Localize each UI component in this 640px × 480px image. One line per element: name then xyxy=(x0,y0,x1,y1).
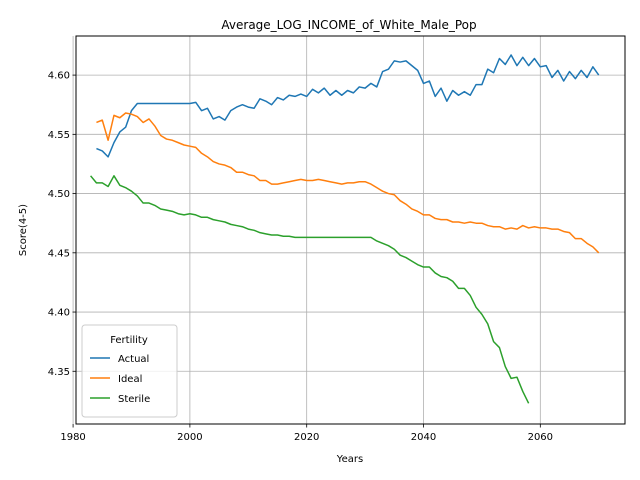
x-tick-label: 2020 xyxy=(294,432,319,443)
legend: Fertility Actual Ideal Sterile xyxy=(81,324,178,418)
y-tick-label: 4.60 xyxy=(48,71,70,82)
x-tick-label: 2060 xyxy=(528,432,553,443)
plot-frame xyxy=(75,35,626,425)
grid xyxy=(72,36,625,424)
x-tick-label: 2040 xyxy=(411,432,436,443)
series-lines xyxy=(90,54,600,404)
legend-box xyxy=(81,324,178,418)
y-axis-label: Score(4-5) xyxy=(18,204,29,256)
chart-title: Average_LOG_INCOME_of_White_Male_Pop xyxy=(221,18,476,32)
y-tick-label: 4.55 xyxy=(48,130,70,141)
series-line-ideal xyxy=(96,112,600,254)
legend-label-ideal: Ideal xyxy=(118,374,142,385)
legend-items: Actual Ideal Sterile xyxy=(90,354,150,405)
x-axis-label: Years xyxy=(336,454,363,465)
legend-label-sterile: Sterile xyxy=(118,394,150,405)
legend-label-actual: Actual xyxy=(118,354,149,365)
x-axis-ticks: 1980 2000 2020 2040 2060 xyxy=(60,424,553,443)
series-line-actual xyxy=(96,54,600,158)
x-tick-label: 2000 xyxy=(177,432,202,443)
y-tick-label: 4.50 xyxy=(48,189,70,200)
x-tick-label: 1980 xyxy=(60,432,85,443)
y-tick-label: 4.40 xyxy=(48,308,70,319)
y-tick-label: 4.35 xyxy=(48,367,70,378)
legend-title: Fertility xyxy=(110,335,148,346)
y-axis-ticks: 4.35 4.40 4.45 4.50 4.55 4.60 xyxy=(48,71,76,378)
series-line-sterile xyxy=(90,175,530,404)
y-tick-label: 4.45 xyxy=(48,248,70,259)
